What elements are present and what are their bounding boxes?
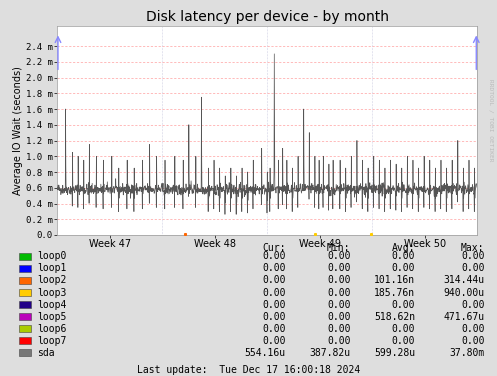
Text: loop7: loop7 xyxy=(37,336,67,346)
Text: loop1: loop1 xyxy=(37,264,67,273)
Text: 0.00: 0.00 xyxy=(461,324,485,334)
Text: 37.80m: 37.80m xyxy=(449,348,485,358)
Text: loop5: loop5 xyxy=(37,312,67,321)
Text: 0.00: 0.00 xyxy=(327,264,350,273)
Text: 518.62n: 518.62n xyxy=(374,312,415,321)
Text: RRDTOOL / TOBI OETIKER: RRDTOOL / TOBI OETIKER xyxy=(489,79,494,162)
Text: 0.00: 0.00 xyxy=(327,324,350,334)
Y-axis label: Average IO Wait (seconds): Average IO Wait (seconds) xyxy=(13,66,23,195)
Text: loop2: loop2 xyxy=(37,276,67,285)
Text: Last update:  Tue Dec 17 16:00:18 2024: Last update: Tue Dec 17 16:00:18 2024 xyxy=(137,365,360,375)
Text: Max:: Max: xyxy=(461,243,485,253)
Text: 0.00: 0.00 xyxy=(461,264,485,273)
Text: 0.00: 0.00 xyxy=(327,252,350,261)
Text: 0.00: 0.00 xyxy=(327,300,350,309)
Text: loop6: loop6 xyxy=(37,324,67,334)
Text: 0.00: 0.00 xyxy=(327,312,350,321)
Text: 940.00u: 940.00u xyxy=(443,288,485,297)
Text: 599.28u: 599.28u xyxy=(374,348,415,358)
Text: Min:: Min: xyxy=(327,243,350,253)
Text: 314.44u: 314.44u xyxy=(443,276,485,285)
Text: 0.00: 0.00 xyxy=(392,252,415,261)
Text: 0.00: 0.00 xyxy=(327,336,350,346)
Text: 0.00: 0.00 xyxy=(461,336,485,346)
Text: 0.00: 0.00 xyxy=(392,264,415,273)
Text: 0.00: 0.00 xyxy=(392,324,415,334)
Text: 0.00: 0.00 xyxy=(262,252,286,261)
Text: 554.16u: 554.16u xyxy=(245,348,286,358)
Text: 101.16n: 101.16n xyxy=(374,276,415,285)
Text: 185.76n: 185.76n xyxy=(374,288,415,297)
Text: 471.67u: 471.67u xyxy=(443,312,485,321)
Text: 0.00: 0.00 xyxy=(461,300,485,309)
Text: 0.00: 0.00 xyxy=(262,336,286,346)
Text: 0.00: 0.00 xyxy=(262,300,286,309)
Text: loop4: loop4 xyxy=(37,300,67,309)
Text: 0.00: 0.00 xyxy=(262,276,286,285)
Text: 0.00: 0.00 xyxy=(262,324,286,334)
Text: 0.00: 0.00 xyxy=(461,252,485,261)
Text: 0.00: 0.00 xyxy=(327,276,350,285)
Text: 0.00: 0.00 xyxy=(392,300,415,309)
Title: Disk latency per device - by month: Disk latency per device - by month xyxy=(146,10,389,24)
Text: Cur:: Cur: xyxy=(262,243,286,253)
Text: 0.00: 0.00 xyxy=(327,288,350,297)
Text: 0.00: 0.00 xyxy=(392,336,415,346)
Text: 0.00: 0.00 xyxy=(262,288,286,297)
Text: 0.00: 0.00 xyxy=(262,312,286,321)
Text: 0.00: 0.00 xyxy=(262,264,286,273)
Text: loop3: loop3 xyxy=(37,288,67,297)
Text: sda: sda xyxy=(37,348,55,358)
Text: Avg:: Avg: xyxy=(392,243,415,253)
Text: loop0: loop0 xyxy=(37,252,67,261)
Text: 387.82u: 387.82u xyxy=(309,348,350,358)
